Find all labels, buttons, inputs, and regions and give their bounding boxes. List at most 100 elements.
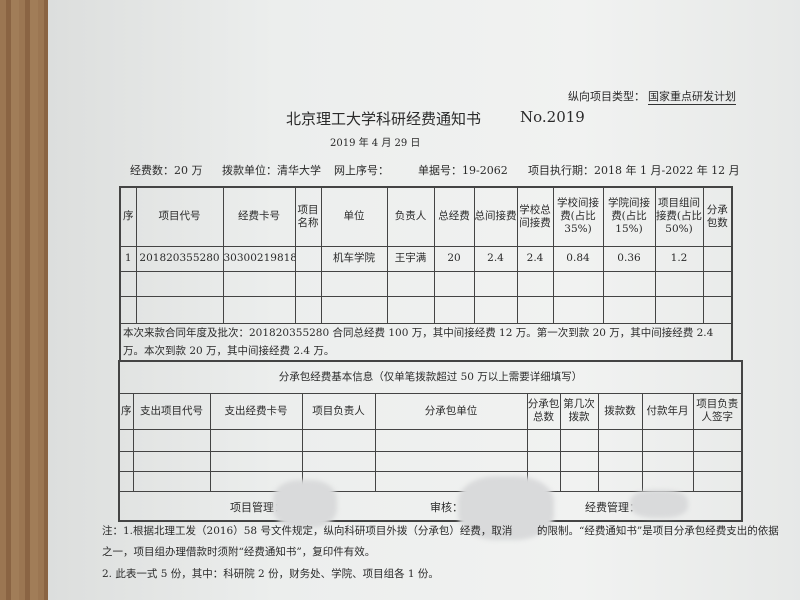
table-cell: 201820355280 — [135, 245, 224, 272]
col-header: 支出项目代号 — [132, 392, 211, 430]
table-cell — [692, 470, 743, 492]
online-sequence: 网上序号： — [334, 164, 389, 177]
col-header: 分承包总数 — [526, 392, 561, 430]
col-header: 序 — [119, 186, 137, 247]
table-row — [118, 428, 743, 452]
table-cell: 20 — [433, 245, 475, 272]
wooden-desk — [0, 0, 52, 600]
table-cell — [118, 470, 134, 492]
remark-text: 本次来款合同年度及批次：201820355280 合同总经费 100 万，其中间… — [119, 322, 733, 362]
col-header: 经费卡号 — [222, 186, 296, 247]
note-line-1b: 的限制。“经费通知书”是项目分承包经费支出的依据 — [537, 525, 779, 537]
table-cell — [135, 270, 224, 297]
funding-table: 序 项目代号 经费卡号 项目名称 单位 负责人 总经费 总间接费 学校总间接费 … — [119, 186, 733, 362]
col-header: 单位 — [320, 186, 388, 247]
table-cell — [132, 450, 211, 472]
table-cell: 0.84 — [552, 245, 604, 272]
col-header: 学院间接费(占比 15%) — [602, 186, 656, 247]
table-cell — [654, 270, 704, 297]
table-header-row: 序 支出项目代号 支出经费卡号 项目负责人 分承包单位 分承包总数 第几次拨款 … — [118, 392, 743, 430]
table-cell — [222, 270, 296, 297]
col-header: 支出经费卡号 — [209, 392, 303, 430]
table-cell — [222, 295, 296, 324]
allocating-unit: 拨款单位：清华大学 — [222, 164, 321, 177]
table-cell: 2.4 — [516, 245, 554, 272]
table-cell: 机车学院 — [320, 245, 388, 272]
sign-project-management: 项目管理： — [230, 500, 285, 514]
table-cell — [597, 428, 643, 452]
table-cell — [516, 270, 554, 297]
document-date: 2019 年 4 月 29 日 — [330, 138, 421, 149]
table-cell — [386, 295, 435, 324]
col-header: 第几次拨款 — [559, 392, 599, 430]
col-header: 项目代号 — [135, 186, 224, 247]
table-cell — [641, 428, 694, 452]
table-cell — [301, 450, 376, 472]
table-cell — [132, 428, 211, 452]
table-cell — [320, 270, 388, 297]
table-cell — [294, 245, 322, 272]
table-cell — [433, 270, 475, 297]
table-cell — [602, 295, 656, 324]
table-cell — [209, 428, 303, 452]
table-cell — [597, 450, 643, 472]
subcontract-table: 分承包经费基本信息（仅单笔拨款超过 50 万以上需要详细填写） 序 支出项目代号… — [118, 360, 744, 522]
table-cell — [526, 428, 561, 452]
table-cell: 2.4 — [473, 245, 518, 272]
table-row — [118, 450, 743, 472]
table-row — [119, 270, 733, 297]
table-cell — [516, 295, 554, 324]
table-cell — [118, 428, 134, 452]
col-header: 序 — [118, 392, 134, 430]
sign-audit: 审核： — [430, 500, 463, 514]
table-row: 12018203552803030021981821机车学院王宇满202.42.… — [119, 245, 733, 272]
funds-amount: 经费数：20 万 — [130, 164, 203, 177]
note-line-1a: 注：1.根据北理工发（2016）58 号文件规定，纵向科研项目外拨（分承包）经费… — [102, 525, 513, 537]
table-cell — [526, 450, 561, 472]
redaction-blur — [630, 490, 688, 518]
table-cell — [473, 270, 518, 297]
table-cell — [294, 270, 322, 297]
document-no: 单据号：19-2062 — [418, 164, 508, 177]
col-header: 学校总间接费 — [516, 186, 554, 247]
table-cell — [119, 270, 137, 297]
table-cell — [602, 270, 656, 297]
table-header-row: 序 项目代号 经费卡号 项目名称 单位 负责人 总经费 总间接费 学校总间接费 … — [119, 186, 733, 247]
table-cell — [119, 295, 137, 324]
table-cell — [702, 270, 733, 297]
table-cell: 1.2 — [654, 245, 704, 272]
table-cell — [559, 450, 599, 472]
table-cell — [294, 295, 322, 324]
table-cell: 1 — [119, 245, 137, 272]
col-header: 学校间接费(占比 35%) — [552, 186, 604, 247]
table-cell — [641, 450, 694, 472]
col-header: 总间接费 — [473, 186, 518, 247]
table-cell — [552, 295, 604, 324]
col-header: 项目名称 — [294, 186, 322, 247]
table-cell — [374, 428, 528, 452]
note-line-3: 2. 此表一式 5 份，其中：科研院 2 份，财务处、学院、项目组各 1 份。 — [102, 568, 439, 580]
table-row — [118, 470, 743, 492]
col-header: 分承包数 — [702, 186, 733, 247]
table-cell — [654, 295, 704, 324]
col-header: 项目负责人签字 — [692, 392, 743, 430]
table-cell — [702, 295, 733, 324]
table-cell — [433, 295, 475, 324]
table-cell — [118, 450, 134, 472]
redaction-blur — [458, 476, 554, 540]
document-title: 北京理工大学科研经费通知书 — [286, 110, 482, 128]
table-cell — [559, 428, 599, 452]
table-cell — [132, 470, 211, 492]
execution-period: 项目执行期：2018 年 1 月-2022 年 12 月 — [528, 164, 740, 177]
table-cell — [135, 295, 224, 324]
table-cell — [374, 450, 528, 472]
table-cell — [209, 450, 303, 472]
table-cell — [473, 295, 518, 324]
col-header: 付款年月 — [641, 392, 694, 430]
table-cell — [301, 428, 376, 452]
project-type-value: 国家重点研发计划 — [648, 90, 736, 105]
col-header: 负责人 — [386, 186, 435, 247]
col-header: 项目组间接费(占比 50%) — [654, 186, 704, 247]
project-type-label: 纵向项目类型： — [568, 90, 645, 103]
subcontract-title: 分承包经费基本信息（仅单笔拨款超过 50 万以上需要详细填写） — [118, 360, 743, 394]
